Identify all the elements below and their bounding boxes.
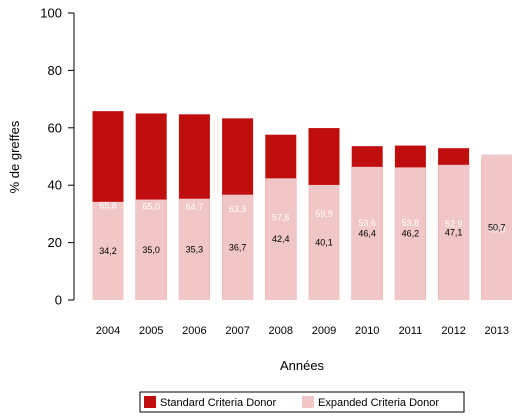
bar-value-label: 42,4 bbox=[272, 234, 290, 244]
bar-value-label: 53,6 bbox=[358, 218, 376, 228]
bar-value-label: 35,3 bbox=[186, 244, 204, 254]
x-tick-label: 2004 bbox=[96, 325, 120, 337]
legend-swatch-standard bbox=[144, 396, 156, 408]
bar-value-label: 34,2 bbox=[99, 246, 117, 256]
y-tick-label: 40 bbox=[48, 178, 62, 193]
legend-label-expanded: Expanded Criteria Donor bbox=[318, 397, 439, 409]
bar-value-label: 63,3 bbox=[229, 204, 247, 214]
bar-value-label: 46,2 bbox=[402, 229, 420, 239]
x-tick-label: 2006 bbox=[182, 325, 206, 337]
y-tick-label: 100 bbox=[40, 6, 62, 21]
y-tick-label: 60 bbox=[48, 120, 62, 135]
x-tick-label: 2012 bbox=[441, 325, 465, 337]
x-tick-label: 2005 bbox=[139, 325, 163, 337]
y-axis-title: % de greffes bbox=[7, 120, 22, 193]
legend: Standard Criteria Donor Expanded Criteria… bbox=[140, 392, 464, 412]
bar-value-label: 65,8 bbox=[99, 201, 117, 211]
y-tick-label: 0 bbox=[55, 293, 62, 308]
bar-value-label: 36,7 bbox=[229, 242, 247, 252]
bar-value-label: 59,9 bbox=[315, 209, 333, 219]
x-tick-label: 2010 bbox=[355, 325, 379, 337]
y-tick-label: 80 bbox=[48, 63, 62, 78]
legend-label-standard: Standard Criteria Donor bbox=[160, 397, 277, 409]
bar-value-label: 64,7 bbox=[186, 202, 204, 212]
bar-value-label: 50,7 bbox=[488, 222, 506, 232]
y-tick-label: 20 bbox=[48, 235, 62, 250]
x-tick-label: 2008 bbox=[269, 325, 293, 337]
x-tick-label: 2013 bbox=[485, 325, 509, 337]
bar-value-label: 57,6 bbox=[272, 212, 290, 222]
bar-value-label: 35,0 bbox=[142, 245, 160, 255]
x-tick-label: 2011 bbox=[399, 325, 423, 337]
x-axis-title: Années bbox=[280, 358, 325, 373]
legend-swatch-expanded bbox=[302, 396, 314, 408]
x-tick-label: 2009 bbox=[312, 325, 336, 337]
bar-value-label: 40,1 bbox=[315, 237, 333, 247]
x-tick-label: 2007 bbox=[225, 325, 249, 337]
bar-value-label: 65,0 bbox=[142, 202, 160, 212]
bar-value-label: 53,8 bbox=[402, 218, 420, 228]
bar-value-label: 46,4 bbox=[358, 228, 376, 238]
bar-value-label: 47,1 bbox=[445, 227, 463, 237]
